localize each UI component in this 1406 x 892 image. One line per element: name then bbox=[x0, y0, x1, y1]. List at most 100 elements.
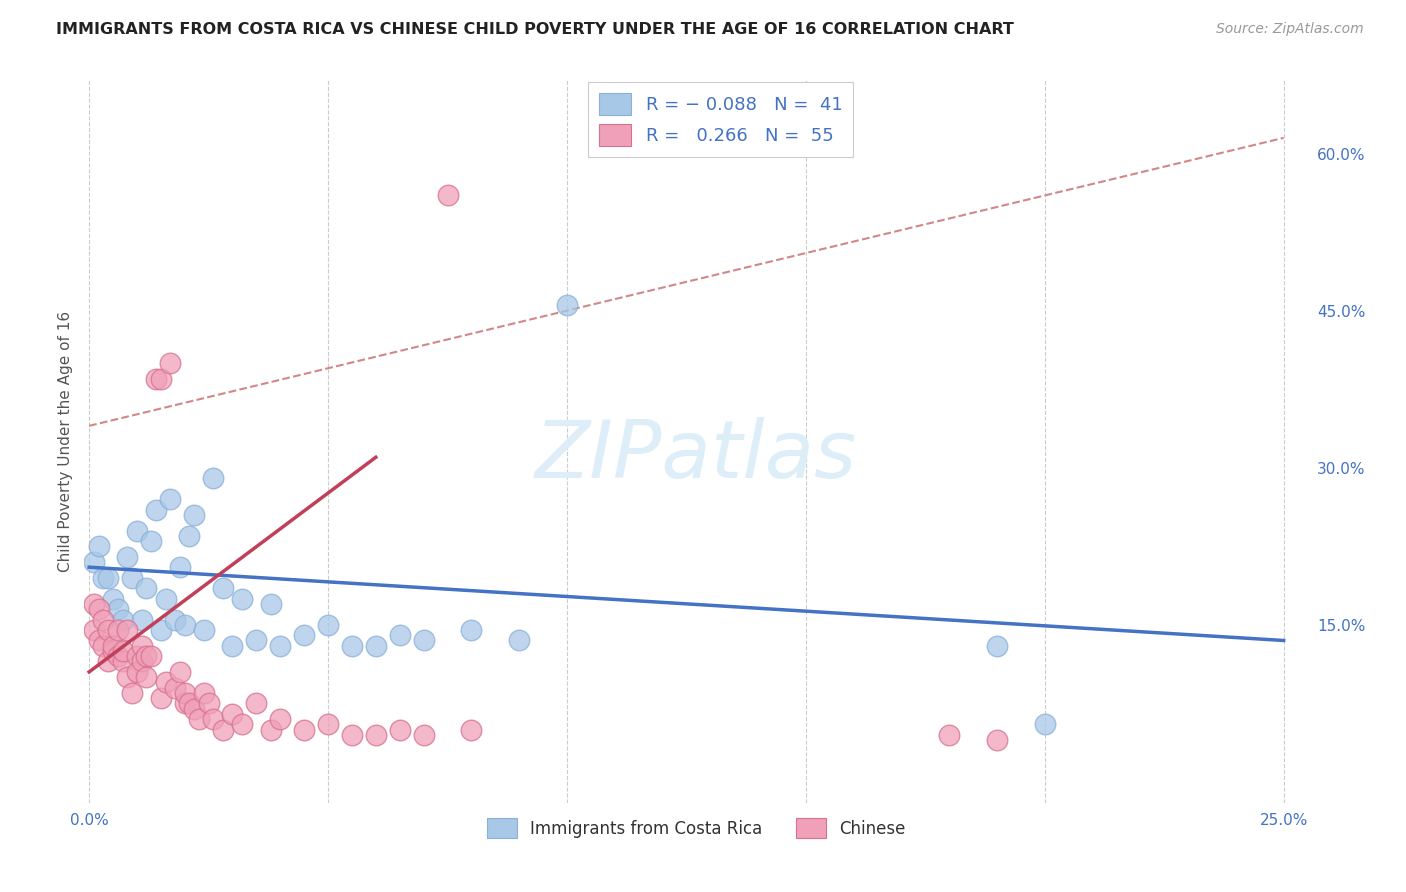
Point bbox=[149, 691, 172, 706]
Point bbox=[111, 655, 134, 669]
Point bbox=[97, 655, 120, 669]
Point bbox=[117, 623, 139, 637]
Point bbox=[159, 356, 181, 370]
Point bbox=[135, 670, 157, 684]
Point bbox=[183, 508, 205, 522]
Point bbox=[141, 534, 163, 549]
Point bbox=[131, 639, 153, 653]
Point bbox=[269, 639, 291, 653]
Point bbox=[231, 717, 253, 731]
Point bbox=[202, 471, 225, 485]
Point bbox=[555, 298, 578, 312]
Text: ZIPatlas: ZIPatlas bbox=[534, 417, 858, 495]
Point bbox=[193, 623, 215, 637]
Point bbox=[141, 649, 163, 664]
Point bbox=[231, 591, 253, 606]
Point bbox=[245, 633, 267, 648]
Point bbox=[125, 524, 148, 538]
Point bbox=[97, 571, 120, 585]
Point bbox=[986, 733, 1008, 747]
Point bbox=[145, 372, 167, 386]
Point bbox=[188, 712, 211, 726]
Point bbox=[93, 639, 115, 653]
Point bbox=[117, 670, 139, 684]
Point bbox=[340, 728, 363, 742]
Point bbox=[221, 639, 243, 653]
Point bbox=[101, 639, 124, 653]
Point bbox=[173, 686, 195, 700]
Point bbox=[83, 623, 105, 637]
Point bbox=[107, 602, 129, 616]
Point bbox=[245, 696, 267, 710]
Point bbox=[135, 581, 157, 595]
Point bbox=[1033, 717, 1056, 731]
Point bbox=[93, 613, 115, 627]
Point bbox=[221, 706, 243, 721]
Point bbox=[165, 613, 187, 627]
Point bbox=[260, 597, 283, 611]
Point bbox=[107, 623, 129, 637]
Point bbox=[101, 591, 124, 606]
Point bbox=[436, 188, 458, 202]
Y-axis label: Child Poverty Under the Age of 16: Child Poverty Under the Age of 16 bbox=[58, 311, 73, 572]
Point bbox=[364, 728, 387, 742]
Point bbox=[159, 492, 181, 507]
Point bbox=[388, 723, 411, 737]
Point bbox=[364, 639, 387, 653]
Point bbox=[183, 701, 205, 715]
Legend: Immigrants from Costa Rica, Chinese: Immigrants from Costa Rica, Chinese bbox=[479, 812, 912, 845]
Point bbox=[316, 717, 339, 731]
Point bbox=[101, 644, 124, 658]
Point bbox=[388, 628, 411, 642]
Point bbox=[508, 633, 530, 648]
Point bbox=[460, 623, 482, 637]
Point bbox=[193, 686, 215, 700]
Point bbox=[111, 613, 134, 627]
Point bbox=[169, 665, 191, 679]
Point bbox=[938, 728, 960, 742]
Point bbox=[155, 591, 177, 606]
Point bbox=[87, 539, 110, 553]
Text: IMMIGRANTS FROM COSTA RICA VS CHINESE CHILD POVERTY UNDER THE AGE OF 16 CORRELAT: IMMIGRANTS FROM COSTA RICA VS CHINESE CH… bbox=[56, 22, 1014, 37]
Point bbox=[179, 529, 201, 543]
Point bbox=[202, 712, 225, 726]
Point bbox=[169, 560, 191, 574]
Point bbox=[87, 602, 110, 616]
Point bbox=[149, 372, 172, 386]
Point bbox=[155, 675, 177, 690]
Point bbox=[131, 613, 153, 627]
Point bbox=[125, 649, 148, 664]
Point bbox=[165, 681, 187, 695]
Point bbox=[412, 728, 434, 742]
Point bbox=[460, 723, 482, 737]
Point bbox=[83, 555, 105, 569]
Point bbox=[260, 723, 283, 737]
Point bbox=[173, 696, 195, 710]
Point bbox=[292, 628, 315, 642]
Point bbox=[149, 623, 172, 637]
Point bbox=[269, 712, 291, 726]
Point bbox=[179, 696, 201, 710]
Point bbox=[212, 581, 235, 595]
Point bbox=[197, 696, 219, 710]
Point bbox=[111, 644, 134, 658]
Point bbox=[135, 649, 157, 664]
Point bbox=[316, 617, 339, 632]
Point bbox=[173, 617, 195, 632]
Point bbox=[986, 639, 1008, 653]
Point bbox=[125, 665, 148, 679]
Point bbox=[292, 723, 315, 737]
Point bbox=[97, 623, 120, 637]
Point bbox=[412, 633, 434, 648]
Point bbox=[87, 633, 110, 648]
Point bbox=[121, 686, 143, 700]
Point bbox=[83, 597, 105, 611]
Point bbox=[212, 723, 235, 737]
Point bbox=[145, 502, 167, 516]
Point bbox=[107, 649, 129, 664]
Point bbox=[93, 571, 115, 585]
Point bbox=[121, 571, 143, 585]
Point bbox=[340, 639, 363, 653]
Point bbox=[117, 549, 139, 564]
Text: Source: ZipAtlas.com: Source: ZipAtlas.com bbox=[1216, 22, 1364, 37]
